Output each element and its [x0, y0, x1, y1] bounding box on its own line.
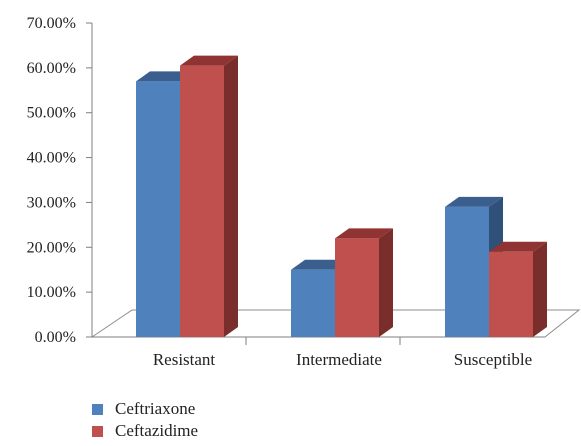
- y-tick-label: 40.00%: [27, 150, 76, 167]
- bar-front-face: [291, 269, 335, 337]
- legend-item-series-1: Ceftazidime: [92, 420, 198, 442]
- y-tick-label: 30.00%: [27, 194, 76, 211]
- bar-front-face: [489, 251, 533, 337]
- bar-susceptible-ceftriaxone: [445, 196, 503, 337]
- y-tick-label: 20.00%: [27, 239, 76, 256]
- bars: [136, 55, 547, 338]
- bar-intermediate-ceftazidime: [335, 228, 393, 337]
- bar-side-face: [379, 228, 393, 337]
- legend-label-series-0: Ceftriaxone: [115, 399, 196, 418]
- y-tick-label: 10.00%: [27, 284, 76, 301]
- x-tick-label: Intermediate: [296, 350, 382, 369]
- bar-top-face: [489, 241, 547, 252]
- bar-top-face: [180, 55, 238, 66]
- bar-side-face: [224, 55, 238, 337]
- bar-chart: 0.00% 10.00% 20.00% 30.00% 40.00% 50.00% 60.00…: [27, 15, 581, 369]
- y-axis-ticks: 0.00% 10.00% 20.00% 30.00% 40.00% 50.00% 60.00…: [27, 15, 92, 346]
- legend-label-series-1: Ceftazidime: [115, 421, 199, 440]
- x-tick-label: Resistant: [153, 350, 216, 369]
- bar-front-face: [180, 65, 224, 337]
- bar-susceptible-ceftazidime: [489, 241, 547, 337]
- bar-top-face: [291, 259, 349, 270]
- legend: Ceftriaxone Ceftazidime: [92, 398, 198, 442]
- y-tick-label: 0.00%: [35, 329, 76, 346]
- y-tick-label: 60.00%: [27, 60, 76, 77]
- y-tick-label: 50.00%: [27, 105, 76, 122]
- bar-top-face: [445, 196, 503, 207]
- bar-resistant-ceftazidime: [180, 55, 238, 337]
- bar-front-face: [335, 238, 379, 337]
- bar-front-face: [136, 81, 180, 337]
- x-axis-ticks: Resistant Intermediate Susceptible: [153, 337, 532, 369]
- x-tick-label: Susceptible: [454, 350, 532, 369]
- bar-top-face: [335, 228, 393, 239]
- bar-side-face: [533, 241, 547, 337]
- y-tick-label: 70.00%: [27, 15, 76, 32]
- bar-top-face: [136, 71, 194, 82]
- bar-front-face: [445, 206, 489, 337]
- legend-swatch-series-0: [92, 403, 103, 415]
- legend-swatch-series-1: [92, 425, 103, 437]
- legend-item-series-0: Ceftriaxone: [92, 398, 198, 420]
